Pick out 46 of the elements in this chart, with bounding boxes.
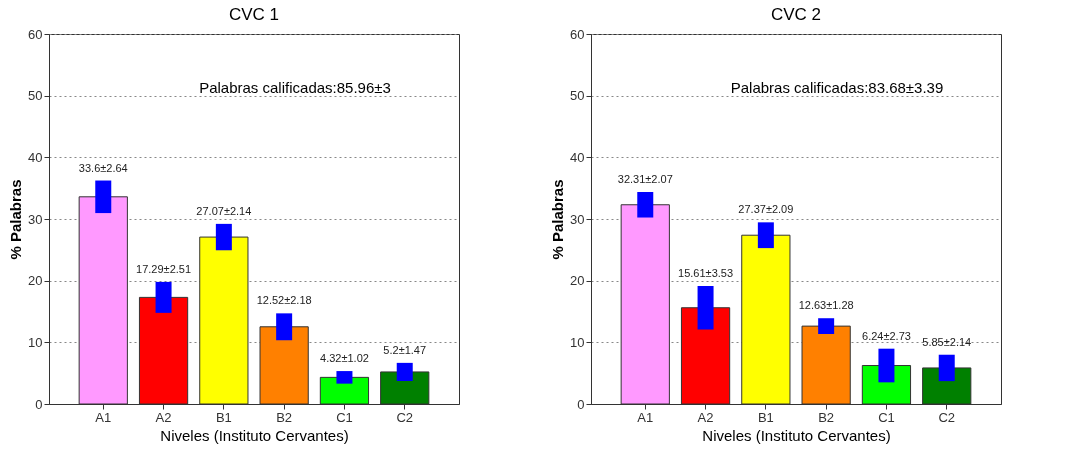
x-tick-label: A1 xyxy=(637,409,654,425)
x-tick-label: C2 xyxy=(938,409,956,425)
x-tick-label: A1 xyxy=(95,409,112,425)
y-tick-label: 0 xyxy=(35,396,43,412)
y-tick-label: 50 xyxy=(570,88,585,104)
chart-title: CVC 1 xyxy=(228,5,280,24)
y-tick-label: 60 xyxy=(28,26,43,42)
y-tick-label: 40 xyxy=(28,149,43,165)
x-tick-label: A2 xyxy=(155,409,172,425)
x-tick-label: B2 xyxy=(276,409,293,425)
y-tick-label: 30 xyxy=(570,211,585,227)
x-tick-label: A2 xyxy=(697,409,714,425)
y-tick-label: 10 xyxy=(570,334,585,350)
y-axis-title: % Palabras xyxy=(7,179,25,260)
data-label: 27.37±2.09 xyxy=(738,203,794,216)
x-axis-title: Niveles (Instituto Cervantes) xyxy=(160,426,349,444)
data-label: 5.85±2.14 xyxy=(922,335,972,348)
data-label: 4.32±1.02 xyxy=(320,352,369,365)
x-axis-title: Niveles (Instituto Cervantes) xyxy=(702,426,891,444)
y-tick-label: 50 xyxy=(28,88,43,104)
data-label: 33.6±2.64 xyxy=(78,161,128,174)
y-tick-label: 20 xyxy=(570,273,585,289)
annotation: Palabras calificadas:83.68±3.39 xyxy=(730,78,944,96)
x-tick-label: B1 xyxy=(757,409,774,425)
x-tick-label: C2 xyxy=(396,409,414,425)
y-tick-label: 0 xyxy=(577,396,585,412)
y-tick-label: 20 xyxy=(28,273,43,289)
data-label: 32.31±2.07 xyxy=(617,172,673,185)
y-tick-label: 30 xyxy=(28,211,43,227)
x-tick-label: C1 xyxy=(336,409,353,425)
y-tick-label: 40 xyxy=(570,149,585,165)
y-axis-title: % Palabras xyxy=(549,179,567,260)
data-label: 12.52±2.18 xyxy=(256,294,312,307)
x-tick-label: B2 xyxy=(818,409,835,425)
chart-title: CVC 2 xyxy=(770,5,822,24)
data-label: 6.24±2.73 xyxy=(862,329,911,342)
y-tick-label: 10 xyxy=(28,334,43,350)
data-label: 5.2±1.47 xyxy=(383,343,427,356)
data-label: 17.29±2.51 xyxy=(136,262,192,275)
y-tick-label: 60 xyxy=(570,26,585,42)
data-label: 12.63±1.28 xyxy=(798,299,854,312)
x-tick-label: B1 xyxy=(215,409,232,425)
x-tick-label: C1 xyxy=(878,409,895,425)
data-label: 15.61±3.53 xyxy=(678,266,734,279)
data-label: 27.07±2.14 xyxy=(196,204,252,217)
annotation: Palabras calificadas:85.96±3 xyxy=(199,78,391,96)
